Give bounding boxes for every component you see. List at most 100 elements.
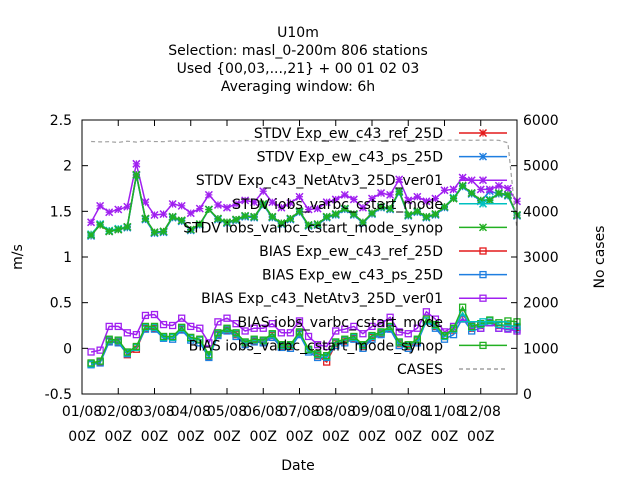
data-point [105,322,113,331]
data-point [377,320,385,328]
chart-title-line-2: Selection: masl_0-200m 806 stations [168,43,428,59]
data-point [268,330,276,338]
data-point [178,323,186,331]
data-point [332,338,340,346]
data-point [196,335,204,343]
data-point [386,322,394,331]
legend-label: BIAS iobs_varbc_cstart_mode [238,315,444,331]
data-point [313,341,322,349]
data-point [222,203,232,212]
x-tick-label-date: 08/08 [316,404,356,420]
data-point [322,212,331,221]
data-point [150,228,159,237]
legend-swatch-marker [478,199,488,208]
legend-swatch-marker [478,152,488,161]
data-point [395,338,403,346]
data-point [114,225,123,234]
y-axis-label: m/s [10,244,26,270]
x-tick-label-hour: 00Z [177,429,204,445]
data-point [341,335,349,343]
data-point [114,205,123,214]
data-point [304,205,313,214]
y-tick-label: 0 [63,341,72,357]
y2-tick-label: 3000 [523,250,559,266]
data-point [368,322,376,331]
data-point [159,332,168,341]
x-tick-label-date: 12/08 [461,404,501,420]
data-point [295,328,304,336]
data-point [494,189,503,198]
x-tick-label-hour: 00Z [322,429,349,445]
data-point [268,212,277,221]
data-point [150,322,159,331]
data-point [205,351,213,359]
series-layer [87,139,522,369]
data-point [87,359,95,367]
data-point [168,321,177,330]
data-point [277,341,286,349]
data-point [114,336,122,344]
x-tick-label-hour: 00Z [141,429,168,445]
y2-axis-label: No cases [592,226,608,289]
data-point [123,222,132,231]
data-point [359,330,367,338]
data-point [232,320,240,328]
legend: STDV Exp_ew_c43_ref_25D STDV Exp_ew_c43_p… [183,126,507,378]
series-7 [87,308,521,356]
data-point [132,159,141,168]
data-point [250,198,259,207]
data-point [159,227,168,236]
x-tick-label-date: 07/08 [279,404,319,420]
data-point [96,221,105,230]
data-point [494,181,503,190]
data-point [96,201,105,210]
data-point [431,210,440,219]
legend-label: STDV Exp_c43_NetAtv3_25D_ver01 [196,173,443,189]
data-point [485,196,494,205]
data-point [178,314,186,322]
chart-title-line-4: Averaging window: 6h [221,79,375,95]
data-point [250,324,258,332]
data-point [477,320,485,328]
x-tick-label-hour: 00Z [395,429,422,445]
data-point [223,314,231,322]
data-point [259,336,267,344]
legend-swatch-marker [479,318,487,326]
x-tick-label-date: 06/08 [243,404,283,420]
data-point [141,322,150,331]
data-point [503,184,512,193]
data-point [286,329,295,337]
y-tick-label: 1 [63,250,72,266]
data-point [114,322,122,331]
series-line [90,310,518,353]
series-line [91,139,518,230]
data-point [431,194,440,203]
data-point [377,189,386,198]
data-point [504,317,512,325]
data-point [386,204,395,213]
data-point [277,203,286,212]
data-point [313,204,322,213]
data-point [277,329,286,337]
data-point [440,202,449,211]
data-point [377,202,386,211]
data-point [404,341,412,349]
data-point [340,204,349,213]
data-point [458,303,467,311]
legend-swatch-marker [478,176,488,185]
x-tick-label-date: 05/08 [207,404,247,420]
x-tick-label-hour: 00Z [68,429,95,445]
data-point [259,199,268,209]
series-line [90,305,518,364]
data-point [241,338,249,346]
series-2 [87,159,522,227]
data-point [304,345,313,353]
legend-label: BIAS iobs_varbc_cstart_mode_synop [189,338,444,354]
data-point [395,187,404,196]
data-point [422,308,431,316]
data-point [259,324,267,332]
y2-tick-label: 0 [523,387,532,403]
legend-swatch-marker [479,341,487,350]
data-point [87,348,95,356]
data-point [132,170,141,179]
